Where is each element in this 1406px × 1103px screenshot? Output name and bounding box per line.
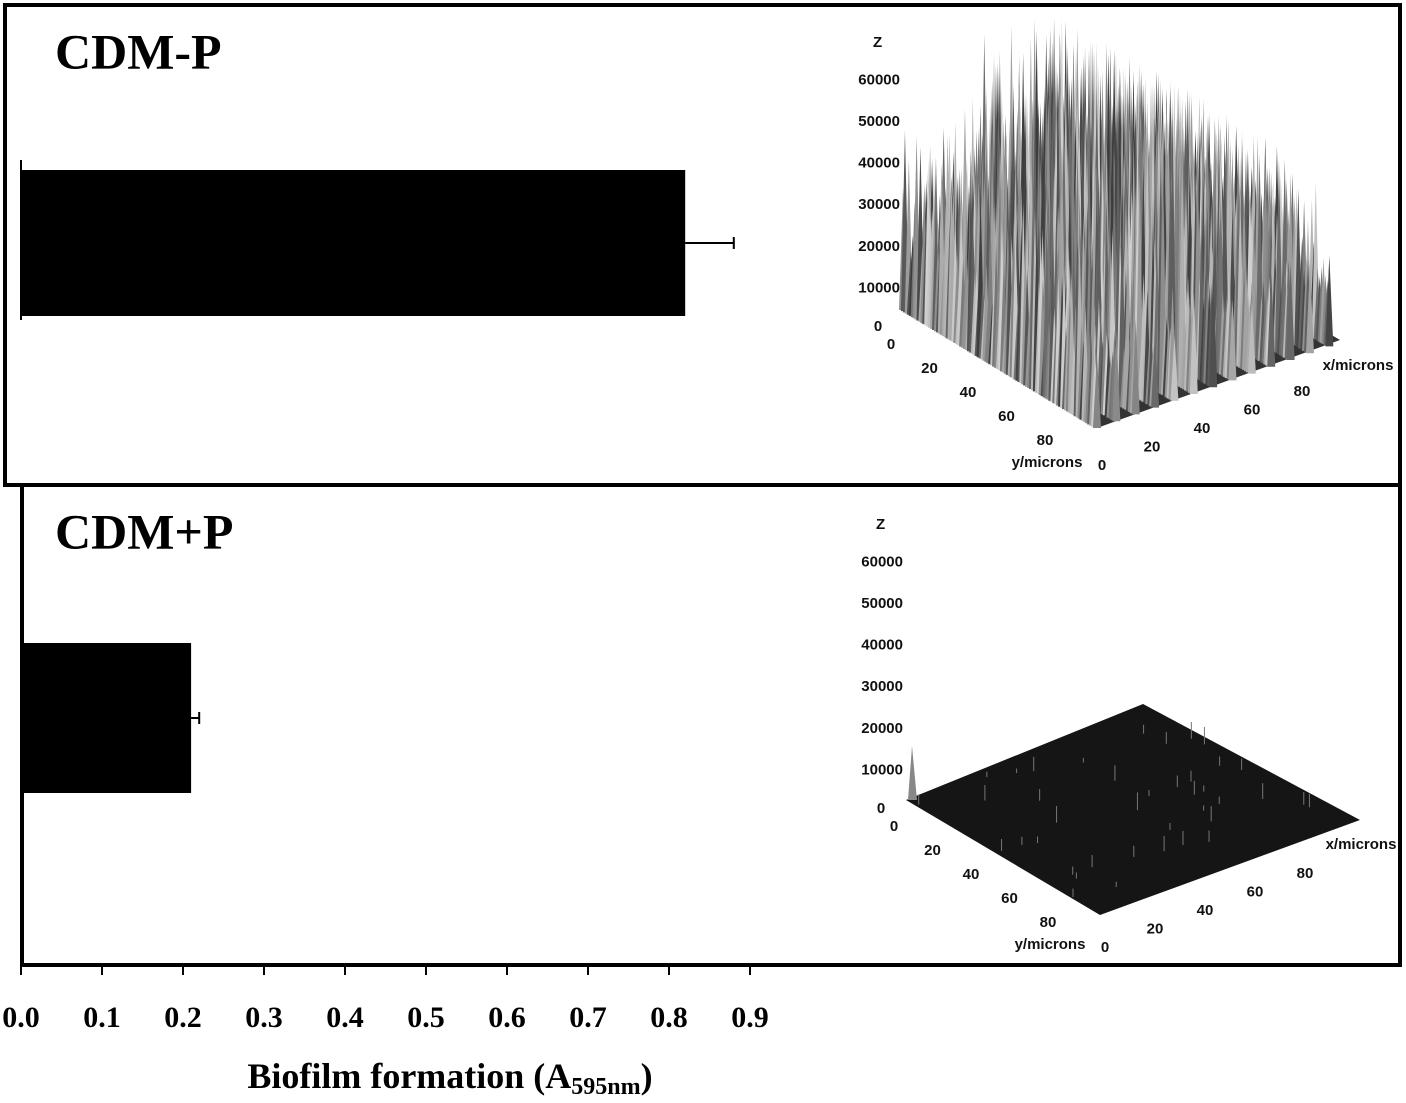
surface-spike: [1093, 355, 1101, 428]
inset-y-tick-label: 80: [1040, 914, 1057, 931]
inset-z-label: Z: [876, 516, 885, 533]
inset-y-tick-label: 20: [921, 360, 938, 377]
inset-x-tick-label: 40: [1194, 420, 1211, 437]
inset-x-label: x/microns: [1323, 357, 1394, 374]
inset-z-tick-label: 60000: [861, 553, 903, 570]
surface-spike: [1209, 265, 1218, 388]
surface-spike: [1247, 302, 1256, 374]
surface-spike: [1151, 334, 1160, 408]
inset-z-tick-label: 50000: [861, 595, 903, 612]
surface-spike: [1305, 263, 1314, 354]
inset-x-tick-label: 20: [1147, 920, 1164, 937]
inset-z-tick-label: 50000: [858, 113, 900, 130]
bar: [21, 643, 192, 793]
x-tick-label: 0.4: [326, 1001, 364, 1034]
x-tick-label: 0.3: [245, 1001, 283, 1034]
x-tick-label: 0.6: [488, 1001, 526, 1034]
x-axis-label-close: ): [641, 1056, 653, 1096]
x-axis-label: Biofilm formation (A595nm): [247, 1056, 652, 1099]
inset-x-tick-label: 20: [1144, 438, 1161, 455]
inset-x-tick-label: 0: [1098, 457, 1106, 474]
inset-y-tick-label: 60: [1001, 890, 1018, 907]
inset-z-label: Z: [873, 34, 882, 51]
inset-x-tick-label: 40: [1197, 902, 1214, 919]
bar: [21, 170, 686, 316]
inset-z-tick-label: 20000: [858, 238, 900, 255]
inset-z-tick-label: 30000: [861, 678, 903, 695]
surface-spike: [908, 746, 917, 800]
surface-spike: [1189, 292, 1198, 394]
surface-spike: [1170, 335, 1179, 401]
panel-title: CDM+P: [55, 503, 233, 559]
surface-floor: [906, 704, 1360, 915]
panel-title: CDM-P: [55, 23, 222, 79]
x-tick-label: 0.7: [569, 1001, 607, 1034]
error-bar: [685, 237, 735, 249]
inset-x-tick-label: 80: [1297, 865, 1314, 882]
surface-spike: [1131, 318, 1140, 415]
inset-y-tick-label: 20: [924, 842, 941, 859]
surface-spike: [1267, 271, 1276, 367]
inset-z-tick-label: 40000: [858, 155, 900, 172]
inset-z-tick-label: 40000: [861, 637, 903, 654]
x-axis-label-main: Biofilm formation (A: [247, 1056, 571, 1096]
inset-y-label: y/microns: [1012, 454, 1083, 471]
x-tick-label: 0.8: [650, 1001, 688, 1034]
surface-spike: [1228, 298, 1237, 381]
inset-x-label: x/microns: [1326, 836, 1397, 853]
x-axis-label-sub: 595nm: [571, 1074, 640, 1100]
x-tick-label: 0.9: [731, 1001, 769, 1034]
inset-y-tick-label: 60: [998, 408, 1015, 425]
inset-x-tick-label: 60: [1244, 401, 1261, 418]
inset-z-tick-label: 60000: [858, 71, 900, 88]
x-tick-label: 0.0: [2, 1001, 40, 1034]
inset-y-label: y/microns: [1015, 936, 1086, 953]
inset-z-tick-label: 0: [874, 318, 882, 335]
x-tick-label: 0.2: [164, 1001, 202, 1034]
inset-z-tick-label: 10000: [858, 279, 900, 296]
inset-y-tick-label: 40: [960, 384, 977, 401]
inset-z-tick-label: 10000: [861, 761, 903, 778]
inset-z-tick-label: 30000: [858, 196, 900, 213]
error-bar: [191, 712, 201, 724]
inset-y-tick-label: 80: [1037, 432, 1054, 449]
inset-x-tick-label: 0: [1101, 939, 1109, 956]
inset-x-tick-label: 60: [1247, 883, 1264, 900]
x-tick-label: 0.1: [83, 1001, 121, 1034]
inset-y-tick-label: 0: [890, 818, 898, 835]
surface-spike: [1325, 255, 1334, 347]
inset-y-tick-label: 40: [963, 866, 980, 883]
inset-x-tick-label: 80: [1294, 383, 1311, 400]
surface-spike: [1112, 330, 1121, 422]
surface-spike: [1286, 262, 1295, 360]
inset-z-tick-label: 0: [877, 800, 885, 817]
surface-plots: [899, 17, 1360, 915]
x-tick-label: 0.5: [407, 1001, 445, 1034]
inset-z-tick-label: 20000: [861, 720, 903, 737]
inset-y-tick-label: 0: [887, 336, 895, 353]
